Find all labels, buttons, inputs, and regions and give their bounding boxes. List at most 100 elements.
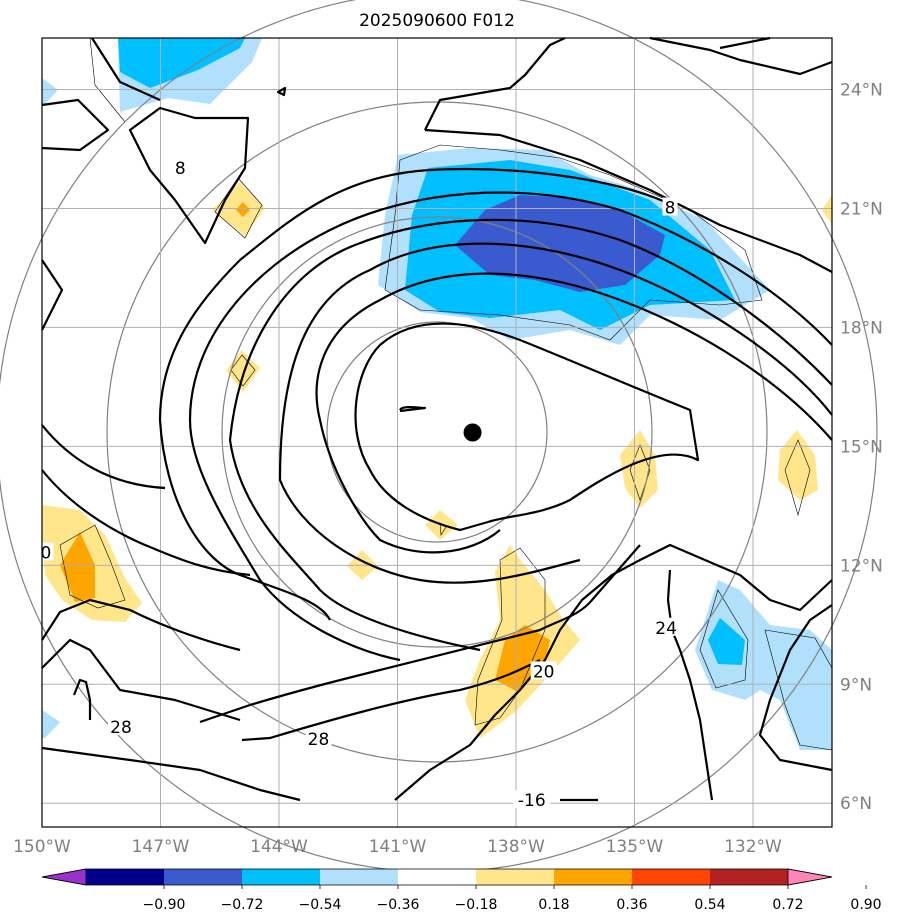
colorbar-segment (320, 869, 399, 885)
lat-tick-label: 12°N (840, 556, 883, 576)
shade-positive-orange-n21 (236, 202, 250, 217)
colorbar-segment (164, 869, 243, 885)
contour-28-left (72, 678, 92, 720)
contour-28-main (199, 544, 641, 724)
colorbar-tick-label: 0.18 (538, 897, 569, 913)
gridlines (41, 38, 832, 827)
colorbar-tick-label: 0.90 (850, 897, 881, 913)
colorbar-tick-label: −0.36 (377, 897, 420, 913)
lat-tick-label: 9°N (840, 675, 872, 695)
colorbar-segment (554, 869, 633, 885)
contour-n24 (276, 86, 287, 97)
contour-ring-6 (188, 191, 833, 662)
contour-w-5 (41, 259, 64, 331)
contour-28-south (241, 659, 541, 742)
storm-center-marker (463, 423, 482, 442)
latitude-axis: 24°N 21°N 18°N 15°N 12°N 9°N 6°N (840, 81, 883, 815)
colorbar-tick-label: 0.72 (772, 897, 803, 913)
contour-24 (394, 543, 833, 801)
contour-label: -16 (518, 791, 546, 811)
plot-frame (41, 37, 833, 828)
contour-label: 8 (665, 198, 676, 218)
contour-n-2 (649, 36, 833, 76)
shade-negative-light-west (42, 710, 60, 738)
colorbar-tick-label: −0.72 (221, 897, 264, 913)
contour-label-bg (662, 197, 678, 216)
outline-south (474, 547, 546, 726)
colorbar-segment (476, 869, 555, 885)
contour-ring-5 (228, 218, 833, 652)
contour-label: 28 (308, 730, 330, 750)
contour-label-bg (653, 617, 680, 636)
shade-positive-light-e21 (822, 195, 832, 225)
contour-24b (666, 569, 714, 801)
shade-positive-light-e15b (778, 430, 818, 500)
colorbar-tick-label: −0.18 (455, 897, 498, 913)
colorbar-segment (398, 869, 477, 885)
colorbar-segment (710, 869, 789, 885)
lon-tick-label: 144°W (250, 837, 308, 857)
contour-label: 0 (41, 543, 52, 563)
lon-tick-label: 132°W (724, 837, 782, 857)
contour-w-3 (41, 598, 241, 652)
colorbar-tick-label: 0.36 (616, 897, 647, 913)
shade-negative-mid-north (118, 38, 245, 88)
lon-tick-label: 135°W (606, 837, 664, 857)
lat-tick-label: 18°N (840, 318, 883, 338)
lon-tick-label: 147°W (132, 837, 190, 857)
range-ring-outer (106, 101, 768, 763)
contour-lines (41, 36, 833, 802)
shade-negative-light-nw (42, 78, 58, 104)
outline-sw (59, 524, 126, 609)
contour-label-bg (172, 157, 188, 176)
contour-label: 28 (110, 718, 132, 738)
outline-n17 (230, 354, 256, 387)
shade-negative-light-east (695, 580, 832, 750)
contour-20 (758, 604, 833, 772)
contour-n-3 (719, 36, 771, 50)
plot-area: 8 8 0 28 28 20 24 -16 (0, 0, 878, 873)
lat-tick-label: 24°N (840, 81, 883, 101)
contour-ring-7 (158, 167, 673, 621)
contour-label: 20 (533, 662, 555, 682)
contour-label: 24 (655, 619, 677, 639)
colorbar-tick-label: 0.54 (694, 897, 725, 913)
longitude-axis: 150°W 147°W 144°W 141°W 138°W 135°W 132°W (13, 837, 782, 857)
lon-tick-label: 138°W (487, 837, 545, 857)
lon-tick-label: 141°W (369, 837, 427, 857)
lat-tick-label: 15°N (840, 437, 883, 457)
contour-w-1 (41, 424, 166, 490)
contour-nw-1 (41, 98, 110, 152)
contour-n-8 (128, 106, 250, 245)
outline-north (89, 37, 126, 123)
contour-n-4 (424, 128, 833, 273)
lon-tick-label: 150°W (13, 837, 71, 857)
outline-e15b (784, 439, 811, 517)
contour-label: 8 (175, 159, 186, 179)
shade-negative-mid-east (708, 618, 745, 665)
contour-labels: 8 8 0 28 28 20 24 -16 (38, 157, 680, 811)
colorbar-extend-low (41, 868, 87, 886)
lat-tick-label: 6°N (840, 794, 872, 814)
contour-label-bg (513, 790, 551, 809)
chart-title: 2025090600 F012 (359, 11, 515, 31)
contour-28-lower (41, 746, 301, 802)
contour-label-bg (305, 728, 332, 747)
contour-n-1 (424, 37, 566, 131)
range-ring-inner (326, 321, 548, 543)
contour-ring-1 (398, 406, 427, 413)
outline-main (384, 144, 763, 341)
contour-label-bg (108, 716, 134, 735)
outline-n21 (214, 177, 263, 239)
contour-w-4 (41, 638, 241, 722)
colorbar-extend-high (787, 868, 833, 886)
colorbar-segment (86, 869, 165, 885)
colorbar-outline (41, 868, 833, 886)
outline-e15 (629, 444, 651, 501)
colorbar-segment (242, 869, 321, 885)
shade-positive-orange-sw (60, 532, 95, 602)
contour-label-bg (530, 661, 557, 680)
colorbar-tick-label: −0.90 (143, 897, 186, 913)
contour-ring-2 (354, 322, 700, 532)
